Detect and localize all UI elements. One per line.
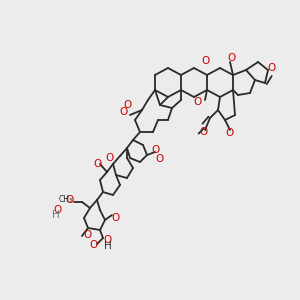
Text: H: H <box>52 210 60 220</box>
Text: O: O <box>202 56 210 66</box>
Text: O: O <box>90 240 98 250</box>
Text: O: O <box>103 235 111 245</box>
Text: O: O <box>227 53 235 63</box>
Text: H: H <box>104 241 112 251</box>
Text: O: O <box>124 100 132 110</box>
Text: O: O <box>105 153 113 163</box>
Text: O: O <box>199 127 207 137</box>
Text: CH₃: CH₃ <box>59 196 73 205</box>
Text: O: O <box>66 195 74 205</box>
Text: O: O <box>156 154 164 164</box>
Text: O: O <box>93 159 101 169</box>
Text: O: O <box>111 213 119 223</box>
Text: O: O <box>84 230 92 240</box>
Text: O: O <box>151 145 159 155</box>
Text: O: O <box>267 63 275 73</box>
Text: O: O <box>54 205 62 215</box>
Text: O: O <box>193 97 201 107</box>
Text: O: O <box>225 128 233 138</box>
Text: O: O <box>120 107 128 117</box>
